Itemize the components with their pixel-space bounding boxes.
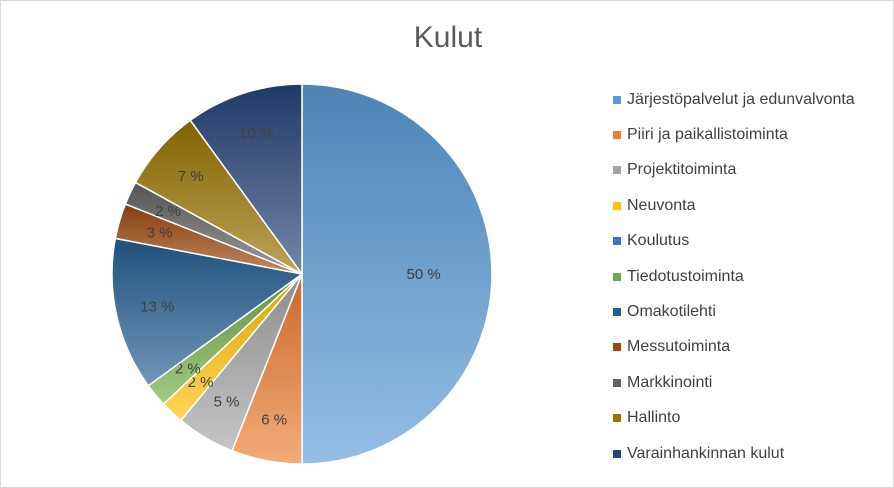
legend-item: Markkinointi — [613, 365, 875, 400]
legend-swatch — [613, 131, 621, 140]
pie-slice — [301, 83, 493, 465]
data-label: 3 % — [147, 225, 173, 242]
data-label: 5 % — [214, 394, 240, 411]
legend-label: Tiedotustoiminta — [627, 267, 744, 285]
legend-label: Hallinto — [627, 409, 681, 427]
legend-item: Piiri ja paikallistoiminta — [613, 117, 875, 152]
legend-label: Neuvonta — [627, 196, 696, 214]
legend-swatch — [613, 95, 621, 104]
legend-item: Järjestöpalvelut ja edunvalvonta — [613, 82, 875, 117]
legend-swatch — [613, 237, 621, 246]
data-label: 6 % — [261, 412, 287, 429]
legend-item: Omakotilehti — [613, 294, 875, 329]
legend-label: Järjestöpalvelut ja edunvalvonta — [627, 90, 855, 108]
legend-item: Messutoiminta — [613, 330, 875, 365]
data-label: 2 % — [155, 203, 181, 220]
legend-label: Messutoiminta — [627, 338, 731, 356]
pie-chart: 50 %6 %5 %2 %2 %13 %3 %2 %7 %10 % — [111, 83, 493, 465]
legend-label: Koulutus — [627, 232, 690, 250]
legend-item: Koulutus — [613, 224, 875, 259]
chart-title: Kulut — [413, 21, 483, 54]
data-label: 13 % — [140, 298, 174, 315]
legend-label: Varainhankinnan kulut — [627, 444, 785, 462]
legend-item: Hallinto — [613, 401, 875, 436]
data-label: 50 % — [406, 266, 440, 283]
pie-slice — [189, 83, 303, 277]
legend-item: Projektitoiminta — [613, 153, 875, 188]
legend-swatch — [613, 166, 621, 175]
legend-swatch — [613, 272, 621, 281]
legend-item: Neuvonta — [613, 188, 875, 223]
legend-swatch — [613, 414, 621, 423]
legend-swatch — [613, 343, 621, 352]
legend-label: Projektitoiminta — [627, 161, 737, 179]
legend-swatch — [613, 378, 621, 387]
legend-label: Omakotilehti — [627, 303, 716, 321]
legend-item: Varainhankinnan kulut — [613, 436, 875, 471]
legend: Järjestöpalvelut ja edunvalvonta Piiri ja… — [613, 82, 875, 471]
legend-swatch — [613, 308, 621, 317]
data-label: 10 % — [239, 125, 273, 142]
data-label: 2 % — [175, 360, 201, 377]
legend-label: Markkinointi — [627, 373, 713, 391]
data-label: 2 % — [188, 374, 214, 391]
legend-swatch — [613, 201, 621, 210]
pie-slice — [111, 237, 304, 387]
data-label: 7 % — [178, 168, 204, 185]
legend-item: Tiedotustoiminta — [613, 259, 875, 294]
legend-label: Piiri ja paikallistoiminta — [627, 126, 788, 144]
legend-swatch — [613, 449, 621, 458]
